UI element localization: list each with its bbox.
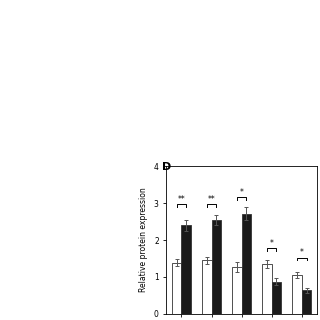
Text: **: ** [178,195,185,204]
Bar [302,291,311,314]
Bar [232,267,242,314]
Bar [242,213,251,314]
Bar [272,282,281,314]
Text: *: * [300,248,304,257]
Bar [172,263,181,314]
Bar [292,275,302,314]
Text: **: ** [208,195,215,204]
Y-axis label: Relative protein expression: Relative protein expression [139,188,148,292]
Bar [262,264,272,314]
Bar [212,220,221,314]
Bar [181,225,191,314]
Text: *: * [240,188,244,196]
Text: *: * [270,239,274,248]
Text: D: D [162,162,171,172]
Bar [202,260,212,314]
